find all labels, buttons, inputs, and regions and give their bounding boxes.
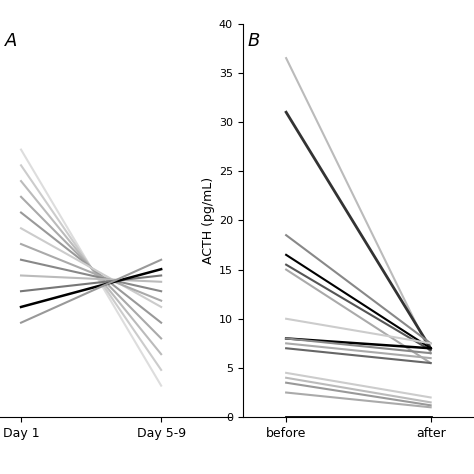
Y-axis label: ACTH (pg/mL): ACTH (pg/mL) [202,177,215,264]
Text: B: B [247,32,260,50]
Text: A: A [5,32,17,50]
